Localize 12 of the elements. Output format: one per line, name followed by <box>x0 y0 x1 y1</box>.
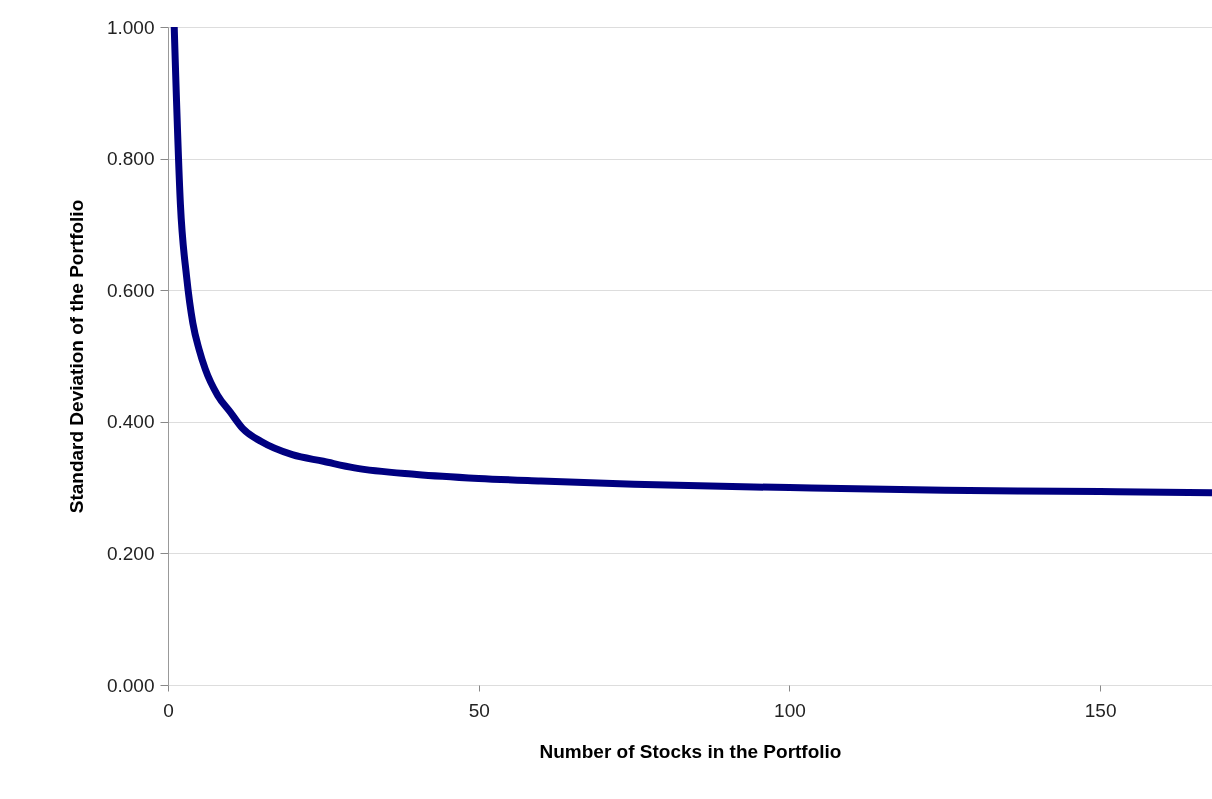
y-tick-label: 0.800 <box>106 148 155 170</box>
x-tick-label: 100 <box>774 699 806 721</box>
x-tick-label: 50 <box>468 699 490 721</box>
y-tick-label: 1.000 <box>106 16 155 38</box>
x-tick-label: 0 <box>163 699 174 721</box>
x-tick-label: 150 <box>1084 699 1117 721</box>
y-tick-label: 0.000 <box>106 674 155 696</box>
y-tick-label: 0.200 <box>106 542 155 564</box>
y-axis-title: Standard Deviation of the Portfolio <box>65 199 87 514</box>
y-tick-label: 0.400 <box>106 411 155 433</box>
y-tick-label: 0.600 <box>106 279 155 301</box>
x-axis-title: Number of Stocks in the Portfolio <box>539 740 842 762</box>
